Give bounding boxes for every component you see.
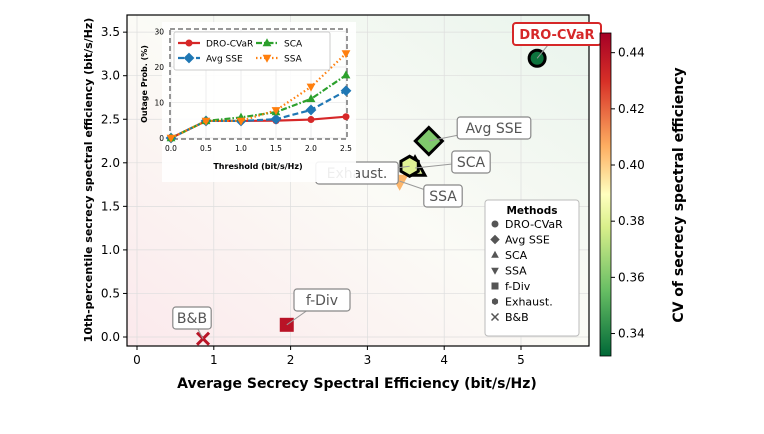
legend-marker: [490, 312, 500, 322]
inset-data-point: [201, 117, 211, 126]
legend-marker: [491, 250, 499, 258]
point-label-box: [293, 288, 351, 312]
colorbar-tick-label: 0.38: [618, 214, 645, 228]
x-tick-label: 3: [364, 353, 372, 367]
point-label: f-Div: [306, 293, 338, 309]
inset-x-tick-label: 0.0: [165, 144, 177, 153]
x-tick-label: 5: [517, 353, 525, 367]
y-tick-label: 0.5: [101, 286, 120, 300]
point-label: SSA: [429, 189, 457, 205]
legend-item: SCA: [505, 249, 528, 262]
colorbar-tick-label: 0.42: [618, 102, 645, 116]
y-tick-label: 0.0: [101, 330, 120, 344]
inset-data-point: [271, 107, 281, 116]
legend-marker: [491, 220, 499, 228]
point-label-box: [456, 116, 532, 140]
inset-data-point: [166, 134, 176, 143]
legend-marker: [491, 298, 499, 305]
colorbar-tick-label: 0.34: [618, 327, 645, 341]
x-tick-label: 0: [133, 353, 141, 367]
inset-legend-item: SSA: [284, 55, 303, 65]
inset-data-point: [306, 83, 316, 92]
point-label: B&B: [177, 311, 207, 327]
x-axis-label: Average Secrecy Spectral Efficiency (bit…: [177, 376, 537, 392]
inset-legend-marker: [185, 39, 193, 47]
inset-y-tick-label: 0: [159, 134, 164, 143]
legend-title: Methods: [506, 205, 557, 217]
point-label: Avg SSE: [466, 121, 523, 137]
inset-data-point: [341, 70, 351, 79]
inset-x-tick-label: 1.5: [270, 144, 282, 153]
inset-legend-marker: [183, 52, 195, 64]
x-tick-label: 4: [440, 353, 448, 367]
inset-legend-item: Avg SSE: [206, 55, 243, 65]
legend-item: Exhaust.: [505, 296, 553, 309]
point-label-box: [451, 150, 491, 174]
legend-marker: [490, 234, 500, 245]
inset-data-point: [305, 104, 317, 116]
legend-marker: [491, 282, 499, 290]
inset-legend-marker: [262, 54, 272, 63]
point-label-box: [172, 306, 212, 330]
colorbar-tick-label: 0.40: [618, 158, 645, 172]
legend-item: B&B: [505, 311, 529, 324]
inset-data-point: [307, 116, 315, 124]
legend-item: SSA: [505, 265, 527, 278]
inset-legend: [173, 31, 331, 71]
point-label-box: [423, 184, 463, 208]
x-tick-label: 1: [210, 353, 218, 367]
point-label: SCA: [457, 155, 486, 171]
inset-data-point: [341, 50, 351, 59]
legend-marker: [491, 267, 499, 275]
inset-x-tick-label: 1.0: [235, 144, 247, 153]
legend-marker-stroke: [490, 312, 500, 322]
colorbar-tick-label: 0.36: [618, 270, 645, 284]
inset-y-tick-label: 30: [154, 28, 164, 37]
inset-data-point: [342, 113, 350, 121]
inset-legend-marker: [262, 38, 272, 47]
y-axis-label: 10th-percentile secrecy spectral efficie…: [82, 18, 95, 343]
y-tick-label: 1.0: [101, 243, 120, 257]
inset-y-tick-label: 10: [154, 99, 164, 108]
y-tick-label: 1.5: [101, 199, 120, 213]
inset-data-point: [270, 113, 282, 125]
y-tick-label: 2.5: [101, 112, 120, 126]
x-tick-label: 2: [287, 353, 295, 367]
legend: Methods DRO-CVaR Avg SSE SCA SSA f-Div Exhaus…: [484, 199, 580, 337]
inset-legend-item: DRO-CVaR: [206, 40, 253, 50]
y-tick-label: 3.0: [101, 69, 120, 83]
inset-data-point: [236, 117, 246, 126]
inset-legend-item: SCA: [284, 40, 303, 50]
inset-chart: 0.0 0.5 1.0 1.5 2.0 2.5 0 10 20 30 Threshold (bit…: [140, 22, 356, 182]
colorbar-label: CV of secrecy spectral efficiency: [671, 67, 687, 322]
point-label: DRO-CVaR: [519, 28, 594, 43]
legend-item: Avg SSE: [505, 234, 550, 247]
y-tick-label: 3.5: [101, 25, 120, 39]
inset-series-line: [170, 52, 347, 139]
plot-frame: [126, 14, 590, 347]
inset-x-label: Threshold (bit/s/Hz): [213, 162, 302, 171]
inset-y-label: Outage Prob. (%): [140, 45, 149, 123]
colorbar-tick-label: 0.44: [618, 46, 645, 60]
inset-x-tick-label: 0.5: [200, 144, 212, 153]
inset-y-tick-label: 20: [154, 63, 164, 72]
y-tick-label: 2.0: [101, 156, 120, 170]
inset-data-point: [340, 85, 352, 97]
colorbar: [599, 32, 612, 357]
legend-item: DRO-CVaR: [505, 218, 563, 231]
legend-item: f-Div: [505, 280, 531, 293]
inset-x-tick-label: 2.5: [340, 144, 352, 153]
inset-data-point: [306, 94, 316, 103]
inset-x-tick-label: 2.0: [305, 144, 317, 153]
